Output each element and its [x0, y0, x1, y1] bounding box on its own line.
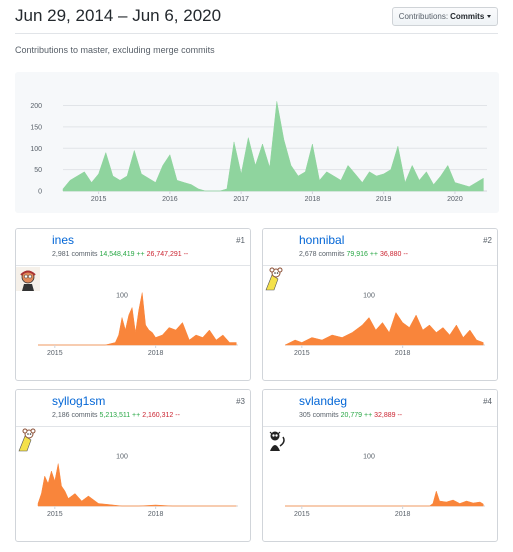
rank-badge: #1: [236, 236, 245, 245]
x-tick-label: 2018: [395, 511, 411, 518]
user-name-link[interactable]: honnibal: [299, 233, 345, 247]
rank-badge: #2: [483, 236, 492, 245]
user-name-link[interactable]: ines: [52, 233, 75, 247]
user-chart-svg: 100 2015 2018: [284, 293, 485, 357]
y-tick-label: 100: [363, 293, 375, 300]
contributor-card-honnibal: honnibal 2,678 commits 79,916 ++ 36,880 …: [262, 228, 498, 381]
card-header: svlandeg 305 commits 20,779 ++ 32,889 --…: [263, 390, 497, 452]
caret-down-icon: [487, 15, 492, 18]
additions-count: 5,213,511 ++: [99, 412, 141, 419]
card-header: syllog1sm 2,186 commits 5,213,511 ++ 2,1…: [16, 390, 250, 452]
user-stats: 2,186 commits 5,213,511 ++ 2,160,312 --: [52, 412, 180, 419]
commit-count[interactable]: 2,981 commits: [52, 251, 98, 258]
series-area: [37, 463, 237, 507]
deletions-count: 36,880 --: [379, 251, 408, 258]
user-chart-svg: 100 2015 2018: [285, 454, 485, 518]
avatar-ines-icon[interactable]: [16, 267, 40, 291]
chart-subtitle: Contributions to master, excluding merge…: [15, 45, 215, 55]
x-tick-label: 2018: [148, 511, 164, 518]
user-stats: 305 commits 20,779 ++ 32,889 --: [299, 412, 402, 419]
x-tick-label: 2015: [294, 350, 310, 357]
y-tick-label: 50: [34, 167, 42, 174]
x-tick-label: 2015: [47, 511, 63, 518]
avatar-syllog1sm-icon[interactable]: [16, 428, 40, 452]
user-stats: 2,678 commits 79,916 ++ 36,880 --: [299, 251, 408, 258]
user-chart-svg: 100 2015 2018: [37, 454, 238, 518]
y-tick-label: 0: [38, 189, 42, 196]
commit-count[interactable]: 2,186 commits: [52, 412, 98, 419]
y-tick-label: 100: [116, 293, 128, 300]
card-header: honnibal 2,678 commits 79,916 ++ 36,880 …: [263, 229, 497, 291]
series-area: [284, 311, 484, 346]
series-area: [38, 292, 237, 346]
y-tick-label: 100: [30, 146, 42, 153]
date-range-title: Jun 29, 2014 – Jun 6, 2020: [15, 6, 222, 25]
series-area: [62, 101, 484, 192]
additions-count: 20,779 ++: [340, 412, 373, 419]
deletions-count: 2,160,312 --: [142, 412, 180, 419]
x-tick-label: 2017: [233, 196, 249, 203]
user-name-link[interactable]: svlandeg: [299, 394, 348, 408]
user-stats: 2,981 commits 14,548,419 ++ 26,747,291 -…: [52, 251, 188, 258]
y-tick-label: 100: [363, 454, 375, 461]
deletions-count: 26,747,291 --: [146, 251, 189, 258]
user-name-link[interactable]: syllog1sm: [52, 394, 106, 408]
x-tick-label: 2015: [91, 196, 107, 203]
y-tick-label: 150: [30, 124, 42, 131]
y-tick-label: 200: [30, 103, 42, 110]
avatar-honnibal-icon[interactable]: [263, 267, 287, 291]
x-tick-label: 2015: [47, 350, 63, 357]
x-tick-label: 2016: [162, 196, 178, 203]
rank-badge: #3: [236, 397, 245, 406]
x-tick-label: 2018: [305, 196, 321, 203]
x-tick-label: 2018: [395, 350, 411, 357]
commit-count[interactable]: 2,678 commits: [299, 251, 345, 258]
x-tick-label: 2019: [376, 196, 392, 203]
contributions-dropdown[interactable]: Contributions: Commits: [392, 7, 498, 26]
additions-count: 79,916 ++: [346, 251, 379, 258]
series-area: [285, 490, 484, 507]
dropdown-prefix: Contributions:: [398, 12, 449, 21]
contributor-card-svlandeg: svlandeg 305 commits 20,779 ++ 32,889 --…: [262, 389, 498, 542]
x-tick-label: 2020: [447, 196, 463, 203]
additions-count: 14,548,419 ++: [99, 251, 145, 258]
x-tick-label: 2018: [148, 350, 164, 357]
user-chart-svg: 100 2015 2018: [38, 292, 238, 357]
card-header: ines 2,981 commits 14,548,419 ++ 26,747,…: [16, 229, 250, 291]
x-tick-label: 2015: [294, 511, 310, 518]
dropdown-value: Commits: [450, 12, 485, 21]
rank-badge: #4: [483, 397, 492, 406]
avatar-svlandeg-icon[interactable]: [263, 428, 287, 452]
main-contributions-chart: 0 50 100 150 200 2015 2016 2017 2018 2019 2020: [15, 72, 499, 213]
commit-count[interactable]: 305 commits: [299, 412, 339, 419]
deletions-count: 32,889 --: [374, 412, 403, 419]
contributor-card-ines: ines 2,981 commits 14,548,419 ++ 26,747,…: [15, 228, 251, 381]
y-tick-label: 100: [116, 454, 128, 461]
main-chart-svg: 0 50 100 150 200 2015 2016 2017 2018 2019 2020: [30, 101, 487, 203]
header-divider: [15, 33, 498, 34]
contributor-card-syllog1sm: syllog1sm 2,186 commits 5,213,511 ++ 2,1…: [15, 389, 251, 542]
